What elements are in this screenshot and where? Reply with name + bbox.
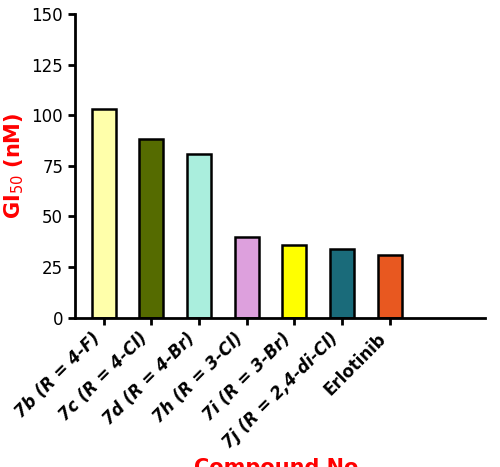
Bar (140, 140, 163, 318)
Bar (330, 249, 354, 318)
X-axis label: Compound No.: Compound No. (194, 458, 366, 467)
Bar (378, 255, 402, 318)
Y-axis label: GI$_{50}$ (nM): GI$_{50}$ (nM) (2, 113, 26, 219)
Bar (187, 154, 211, 318)
Bar (92, 109, 116, 318)
Bar (282, 245, 306, 318)
Bar (234, 237, 258, 318)
